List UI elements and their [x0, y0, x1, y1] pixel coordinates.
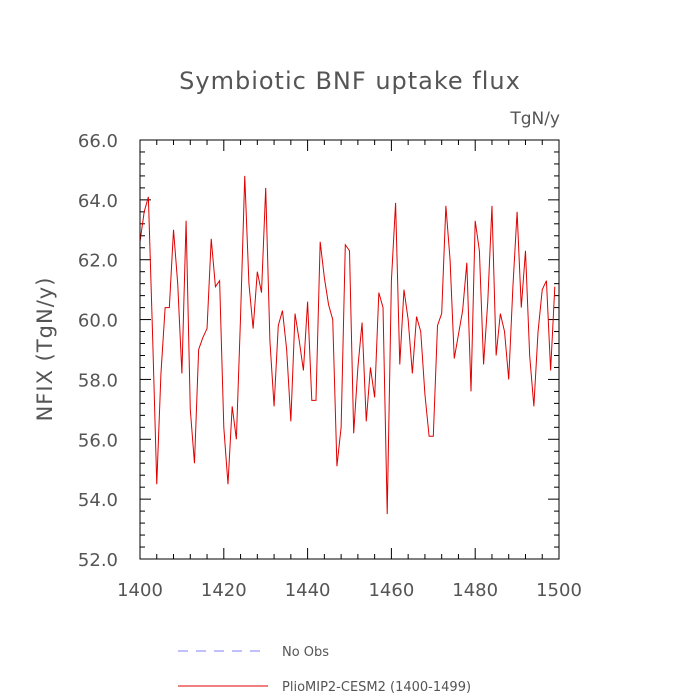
series-line: [139, 175, 556, 515]
x-tick-label: 1420: [201, 580, 247, 601]
y-tick-label: 66.0: [78, 131, 118, 152]
y-tick-label: 56.0: [78, 430, 118, 451]
legend-label: PlioMIP2-CESM2 (1400-1499): [282, 680, 471, 695]
x-tick-label: 1500: [536, 580, 582, 601]
x-tick-label: 1480: [452, 580, 498, 601]
legend: No Obs PlioMIP2-CESM2 (1400-1499): [178, 645, 471, 695]
y-tick-label: 58.0: [78, 370, 118, 391]
y-tick-label: 60.0: [78, 311, 118, 332]
plot-frame: [139, 139, 560, 560]
x-tick-label: 1440: [285, 580, 331, 601]
chart-title: Symbiotic BNF uptake flux: [179, 67, 521, 95]
x-tick-label: 1460: [368, 580, 414, 601]
series-layer: [139, 175, 556, 515]
y-axis-label: NFIX (TgN/y): [33, 277, 57, 422]
y-tick-label: 54.0: [78, 490, 118, 511]
x-tick-label: 1400: [117, 580, 163, 601]
units-label: TgN/y: [509, 109, 560, 129]
legend-label: No Obs: [282, 645, 329, 660]
ticks-layer: 1400 1420 1440 1460 1480 1500 52.0 54.0 56.0 58.0…: [78, 131, 582, 601]
y-tick-label: 62.0: [78, 251, 118, 272]
y-tick-label: 52.0: [78, 550, 118, 571]
y-tick-label: 64.0: [78, 191, 118, 212]
